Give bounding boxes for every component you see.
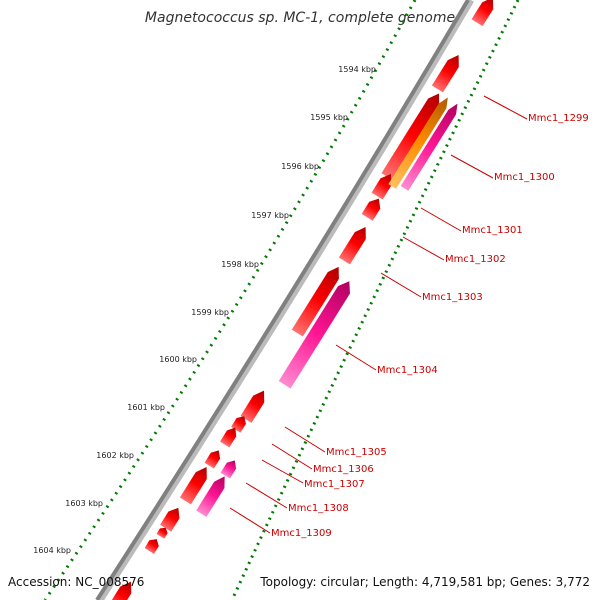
gene-arrow [338, 227, 366, 265]
gene-leader-line [335, 344, 377, 371]
gene-arrow [204, 450, 221, 469]
gene-label: Mmc1_1304 [377, 365, 438, 376]
tick-label: 1599 kbp [191, 308, 229, 317]
gene-label: Mmc1_1305 [326, 447, 387, 458]
gene-arrow [388, 97, 448, 189]
tick-label: 1594 kbp [338, 65, 376, 74]
gene-arrow [361, 198, 381, 221]
topology-text: Topology: circular; Length: 4,719,581 bp… [259, 575, 590, 589]
gene-arrow [107, 581, 132, 600]
tick-label: 1603 kbp [65, 499, 103, 508]
gene-label: Mmc1_1306 [313, 464, 374, 475]
genome-backbone [95, 0, 470, 600]
map-title: Magnetococcus sp. MC-1, complete genome [145, 10, 455, 26]
inner-dotted-ring [43, 0, 417, 600]
gene-arrow [144, 539, 159, 554]
tick-layer: 1594 kbp 1595 kbp 1596 kbp 1597 kbp 1598 kbp… [33, 65, 376, 555]
gene-label: Mmc1_1302 [445, 254, 506, 265]
gene-leader-line [229, 507, 271, 534]
gene-label: Mmc1_1307 [304, 479, 365, 490]
gene-arrow [381, 93, 440, 180]
gene-leader-line [402, 236, 445, 261]
gene-arrow [431, 55, 459, 93]
gene-layer [107, 0, 494, 600]
gene-label-layer: Mmc1_1299 Mmc1_1300 Mmc1_1301 Mmc1_1302 Mmc1… [229, 95, 589, 539]
gene-leader-line [420, 207, 462, 232]
tick-label: 1601 kbp [127, 403, 165, 412]
genome-backbone-shadow [97, 0, 475, 600]
gene-arrow [371, 173, 392, 200]
gene-leader-line [450, 154, 494, 179]
gene-label: Mmc1_1300 [494, 172, 555, 183]
gene-arrow [220, 460, 237, 479]
gene-arrow [179, 467, 207, 505]
gene-leader-line [245, 482, 288, 509]
gene-arrow [291, 266, 339, 337]
gene-arrow [240, 390, 265, 423]
tick-label: 1598 kbp [221, 260, 259, 269]
gene-leader-line [284, 426, 326, 453]
tick-label: 1596 kbp [281, 162, 319, 171]
gene-leader-line [261, 459, 304, 484]
gene-leader-line [271, 443, 313, 470]
gene-label: Mmc1_1309 [271, 528, 332, 539]
gene-leader-line [483, 95, 528, 120]
tick-label: 1602 kbp [96, 451, 134, 460]
gene-arrow [400, 103, 458, 191]
gene-arrow [220, 427, 237, 448]
tick-label: 1604 kbp [33, 546, 71, 555]
gene-arrow [471, 0, 494, 27]
tick-label: 1595 kbp [310, 113, 348, 122]
accession-text: Accession: NC_008576 [8, 575, 144, 589]
gene-arrow [156, 527, 168, 539]
gene-arrow [278, 281, 350, 389]
gene-label: Mmc1_1308 [288, 503, 349, 514]
gene-arrow [160, 507, 180, 532]
gene-label: Mmc1_1301 [462, 225, 523, 236]
gene-leader-line [380, 272, 422, 298]
gene-label: Mmc1_1299 [528, 113, 589, 124]
tick-label: 1600 kbp [159, 355, 197, 364]
gene-arrow [196, 476, 225, 517]
tick-label: 1597 kbp [251, 211, 289, 220]
gene-label: Mmc1_1303 [422, 292, 483, 303]
outer-dotted-ring [230, 0, 520, 600]
